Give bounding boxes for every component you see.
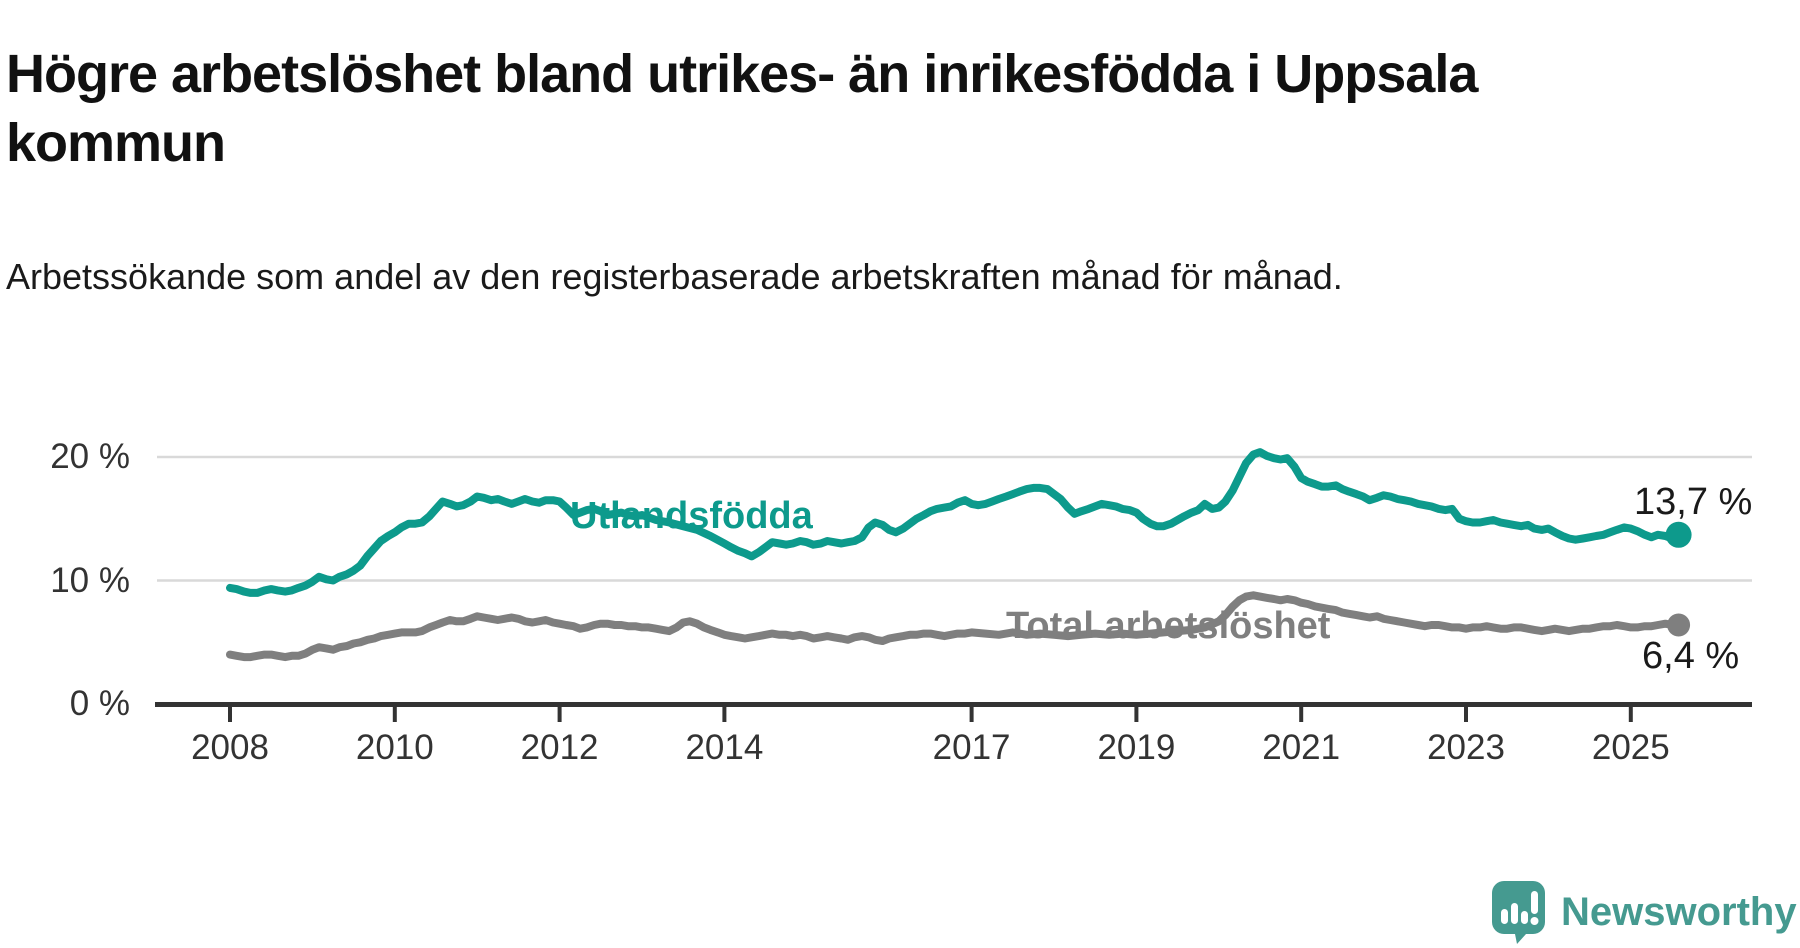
x-tick-label-2010: 2010 (355, 728, 434, 767)
series-end-dot-total-arbetsloshet (1667, 613, 1691, 637)
x-tick-label-2012: 2012 (520, 728, 599, 767)
end-value-label-total: 6,4 % (1642, 635, 1740, 677)
x-tick-label-2021: 2021 (1262, 728, 1341, 767)
x-tick-label-2023: 2023 (1427, 728, 1505, 767)
newsworthy-logo[interactable]: Newsworthy (1490, 880, 1797, 944)
series-line-utlandsfodda (226, 448, 1683, 597)
series-label-utlandsfodda: Utlandsfödda (570, 495, 813, 537)
end-value-label-utlandsfodda: 13,7 % (1634, 481, 1753, 523)
chart-subtitle: Arbetssökande som andel av den registerb… (6, 256, 1343, 297)
y-tick-label-20: 20 % (50, 437, 130, 476)
series-line-total-arbetsloshet (226, 591, 1683, 662)
x-tick-label-2019: 2019 (1097, 728, 1176, 767)
x-tick-label-2008: 2008 (191, 728, 269, 767)
newsworthy-logo-icon (1492, 881, 1545, 944)
chart-title: Högre arbetslöshet bland utrikes- än inr… (6, 44, 1478, 174)
newsworthy-logo-text: Newsworthy (1561, 890, 1797, 934)
x-tick-label-2017: 2017 (932, 728, 1011, 767)
series-end-dot-utlandsfodda (1665, 521, 1692, 548)
x-tick-label-2014: 2014 (685, 728, 764, 767)
x-tick-label-2025: 2025 (1591, 728, 1670, 767)
y-tick-label-10: 10 % (50, 560, 130, 600)
series-label-total-arbetsloshet: Total arbetslöshet (1006, 605, 1331, 647)
y-tick-label-0: 0 % (69, 684, 130, 723)
